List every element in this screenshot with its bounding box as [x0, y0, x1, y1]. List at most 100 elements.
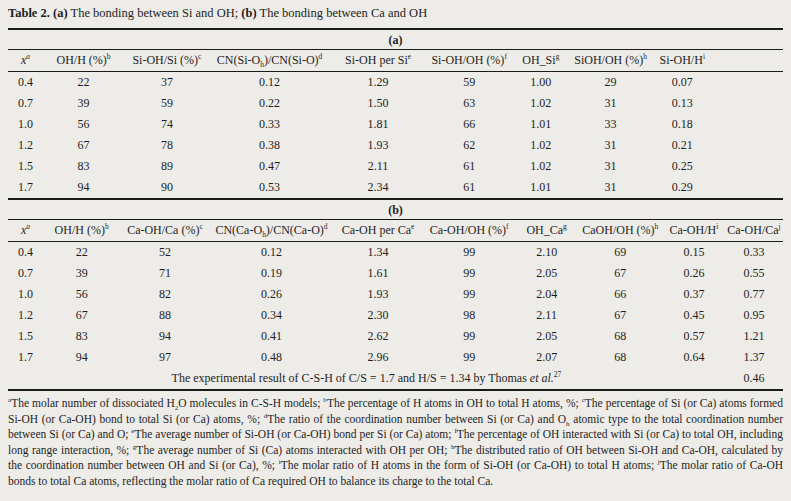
table-cell: 62: [427, 135, 512, 156]
table-cell: 67: [578, 263, 663, 284]
table-row: 1.056820.261.93992.04660.370.77: [8, 284, 783, 305]
caption-b-marker: (b): [241, 6, 256, 20]
footnote-text: The molar number of dissociated H: [11, 397, 175, 409]
table-cell: 1.50: [330, 93, 427, 114]
table-cell: 0.57: [663, 326, 725, 347]
table-cell: 0.95: [725, 305, 783, 326]
table-cell: 88: [120, 305, 209, 326]
table-cell: 0.4: [8, 242, 43, 264]
table-cell: 1.93: [334, 284, 423, 305]
column-header: Si-OH/Si (%)c: [124, 50, 209, 72]
table-cell: 1.7: [8, 177, 43, 198]
table-cell: 31: [570, 135, 651, 156]
table-cell: 99: [423, 326, 516, 347]
table-cell: 2.11: [330, 156, 427, 177]
column-header: xa: [8, 220, 43, 242]
experimental-text: The experimental result of C-S-H of C/S …: [172, 371, 530, 385]
table-row: 1.267880.342.30982.11670.450.95: [8, 305, 783, 326]
table-cell: 56: [43, 114, 124, 135]
table-cell: 99: [423, 284, 516, 305]
table-cell: 1.02: [512, 135, 570, 156]
table-cell: 1.37: [725, 347, 783, 368]
table-cell: 68: [578, 326, 663, 347]
table-cell: 0.18: [651, 114, 713, 135]
table-cell: 89: [124, 156, 209, 177]
filler-cell: [713, 114, 783, 135]
table-cell: 99: [423, 263, 516, 284]
table-row: 1.056740.331.81661.01330.18: [8, 114, 783, 135]
table-b-body: 0.422520.121.34992.10690.150.330.739710.…: [8, 242, 783, 369]
table-cell: 39: [43, 93, 124, 114]
caption-text-b: The bonding between Ca and OH: [257, 6, 428, 20]
caption-text-a: The bonding between Si and OH;: [68, 6, 242, 20]
table-cell: 22: [43, 242, 121, 264]
table-cell: 61: [427, 177, 512, 198]
table-cell: 1.93: [330, 135, 427, 156]
table-cell: 0.33: [725, 242, 783, 264]
column-header: Ca-OH/OH (%)f: [423, 220, 516, 242]
table-cell: 63: [427, 93, 512, 114]
table-cell: 0.12: [210, 72, 330, 94]
table-cell: 0.64: [663, 347, 725, 368]
reference-superscript: 27: [554, 370, 561, 379]
bonding-table-b: xaOH/H (%)bCa-OH/Ca (%)cCN(Ca-Oh)/CN(Ca-…: [8, 220, 783, 389]
table-b-footer: The experimental result of C-S-H of C/S …: [8, 368, 783, 389]
column-header: SiOH/OH (%)h: [570, 50, 651, 72]
table-cell: 0.41: [210, 326, 334, 347]
table-row: 0.422370.121.29591.00290.07: [8, 72, 783, 94]
table-cell: 0.33: [210, 114, 330, 135]
table-cell: 0.29: [651, 177, 713, 198]
table-cell: 66: [427, 114, 512, 135]
table-cell: 0.13: [651, 93, 713, 114]
column-header: OH/H (%)b: [43, 220, 121, 242]
table-cell: 33: [570, 114, 651, 135]
paper-page: Table 2. (a) The bonding between Si and …: [0, 0, 791, 501]
table-cell: 1.01: [512, 177, 570, 198]
table-cell: 31: [570, 156, 651, 177]
table-cell: 0.7: [8, 93, 43, 114]
table-cell: 67: [43, 135, 124, 156]
table-cell: 67: [43, 305, 121, 326]
column-header: Ca-OH/Caj: [725, 220, 783, 242]
table-cell: 0.77: [725, 284, 783, 305]
table-cell: 1.61: [334, 263, 423, 284]
table-cell: 69: [578, 242, 663, 264]
table-cell: 0.55: [725, 263, 783, 284]
table-cell: 0.48: [210, 347, 334, 368]
table-cell: 0.21: [651, 135, 713, 156]
column-header: CN(Ca-Oh)/CN(Ca-O)d: [210, 220, 334, 242]
table-cell: 0.22: [210, 93, 330, 114]
table-cell: 0.34: [210, 305, 334, 326]
section-b-label: (b): [8, 200, 783, 219]
table-cell: 1.34: [334, 242, 423, 264]
table-cell: 31: [570, 93, 651, 114]
column-header: CaOH/OH (%)h: [578, 220, 663, 242]
table-cell: 0.38: [210, 135, 330, 156]
filler-cell: [713, 177, 783, 198]
header-row: xaOH/H (%)bSi-OH/Si (%)cCN(Si-Oh)/CN(Si-…: [8, 50, 783, 72]
table-row: 1.267780.381.93621.02310.21: [8, 135, 783, 156]
filler-cell: [713, 135, 783, 156]
column-header: Ca-OH/Hi: [663, 220, 725, 242]
table-row: 0.739710.191.61992.05670.260.55: [8, 263, 783, 284]
table-cell: 59: [124, 93, 209, 114]
table-cell: 2.10: [516, 242, 578, 264]
table-cell: 1.0: [8, 114, 43, 135]
table-cell: 2.96: [334, 347, 423, 368]
footnotes-paragraph: aThe molar number of dissociated H2O mol…: [8, 391, 783, 489]
column-header: CN(Si-Oh)/CN(Si-O)d: [210, 50, 330, 72]
table-cell: 0.19: [210, 263, 334, 284]
et-al-text: et al.: [530, 371, 554, 385]
footnote-text: The percentage of H atoms in OH to total…: [327, 397, 582, 409]
table-cell: 1.29: [330, 72, 427, 94]
table-cell: 1.21: [725, 326, 783, 347]
table-cell: 99: [423, 347, 516, 368]
table-cell: 1.0: [8, 284, 43, 305]
table-cell: 94: [43, 177, 124, 198]
column-header: Si-OH/OH (%)f: [427, 50, 512, 72]
table-cell: 68: [578, 347, 663, 368]
table-cell: 0.53: [210, 177, 330, 198]
filler-cell: [713, 72, 783, 94]
table-cell: 2.05: [516, 326, 578, 347]
footnote-text: O molecules in C-S-H models;: [178, 397, 323, 409]
